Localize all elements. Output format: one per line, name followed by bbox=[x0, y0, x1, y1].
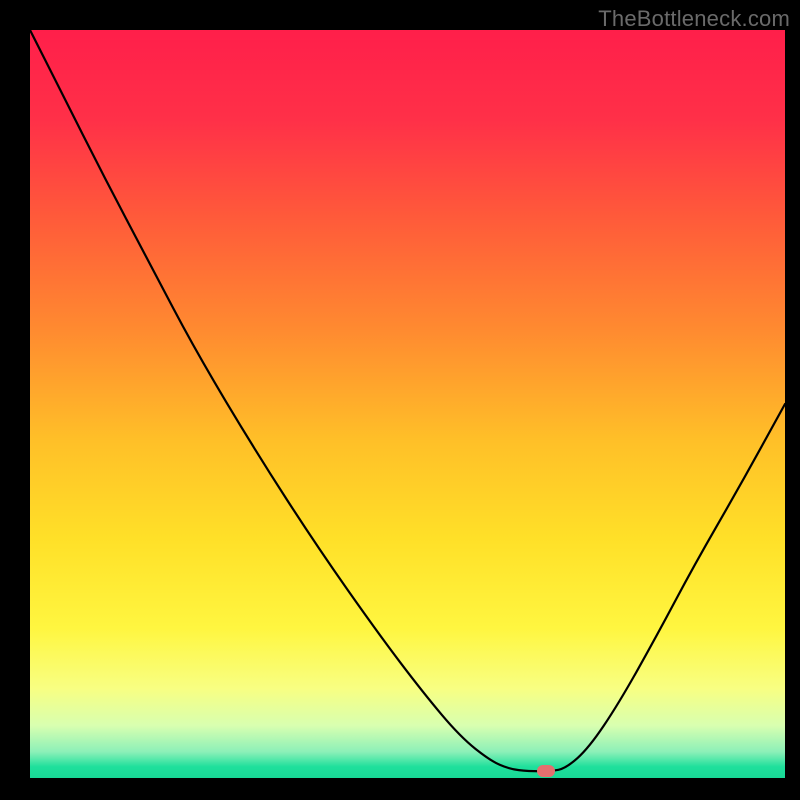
outer-frame: TheBottleneck.com bbox=[0, 0, 800, 800]
plot-area bbox=[30, 30, 785, 778]
bottleneck-chart bbox=[30, 30, 785, 778]
gradient-background bbox=[30, 30, 785, 778]
optimal-marker bbox=[537, 765, 555, 777]
watermark-text: TheBottleneck.com bbox=[598, 6, 790, 32]
